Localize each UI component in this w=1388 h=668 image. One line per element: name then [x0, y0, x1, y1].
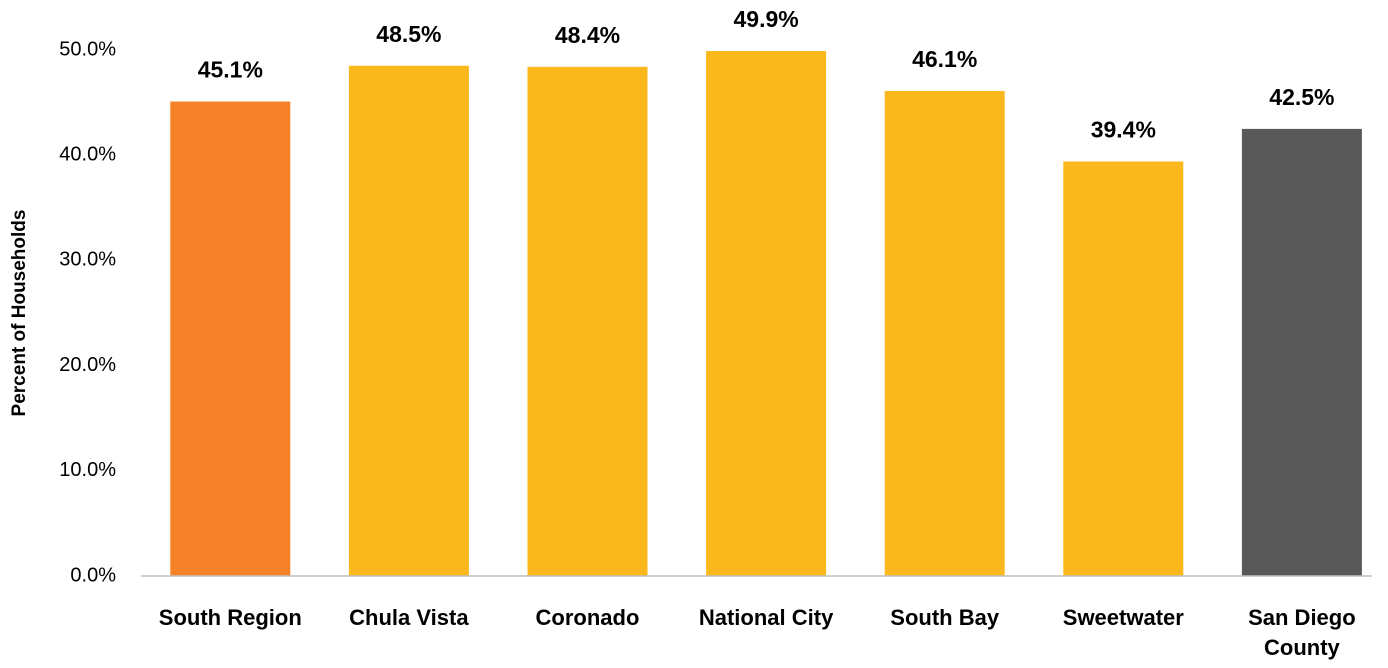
x-tick-label: South Bay	[890, 605, 1000, 630]
y-tick-label: 10.0%	[59, 459, 116, 481]
bar	[527, 66, 648, 576]
x-tick-label: South Region	[158, 605, 302, 630]
value-label: 49.9%	[733, 6, 798, 32]
bar	[348, 65, 469, 576]
value-label: 48.4%	[555, 22, 620, 48]
x-tick-label: Coronado	[535, 605, 640, 630]
bar	[1241, 128, 1362, 576]
x-tick-label: Sweetwater	[1062, 605, 1184, 630]
y-tick-label: 0.0%	[70, 564, 116, 586]
y-tick-label: 20.0%	[59, 354, 116, 376]
bar	[706, 51, 827, 576]
y-tick-label: 30.0%	[59, 249, 116, 271]
bar	[1063, 161, 1184, 576]
x-tick-label: Chula Vista	[349, 605, 469, 630]
value-label: 45.1%	[198, 57, 263, 83]
y-tick-label: 50.0%	[59, 38, 116, 60]
x-tick-label: San Diego County	[1248, 605, 1356, 660]
value-label: 48.5%	[376, 21, 441, 47]
bar	[884, 91, 1005, 576]
x-tick-label: National City	[698, 605, 834, 630]
value-label: 46.1%	[912, 46, 977, 72]
bar	[170, 101, 291, 576]
value-label: 42.5%	[1269, 84, 1334, 110]
y-axis-label: Percent of Households	[9, 210, 30, 417]
y-tick-label: 40.0%	[59, 143, 116, 165]
value-label: 39.4%	[1091, 117, 1156, 143]
